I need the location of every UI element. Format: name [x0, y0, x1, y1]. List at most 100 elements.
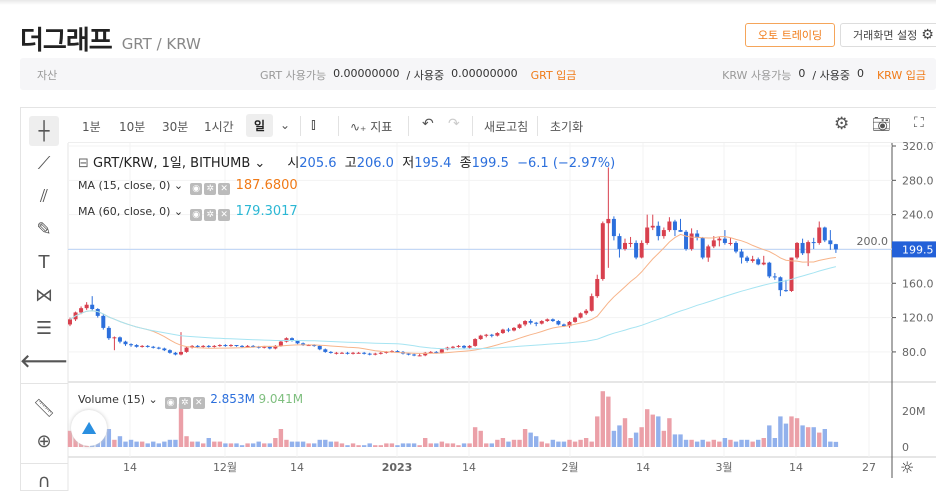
last-price-label: 199.5 — [902, 243, 934, 256]
refresh-button[interactable]: 새로고침 — [484, 120, 529, 134]
volume-bar — [744, 439, 750, 447]
candle-body — [412, 354, 417, 356]
volume-bar — [633, 432, 639, 447]
settings-icon[interactable]: ✲ — [204, 209, 217, 221]
trend-line-icon[interactable]: ⟋ — [37, 152, 51, 174]
interval-1h[interactable]: 1시간 — [204, 120, 234, 134]
zoom-in-icon[interactable]: ⊕ — [36, 430, 52, 452]
magnet-icon[interactable]: ∩ — [37, 470, 51, 492]
settings-icon[interactable]: ✲ — [204, 183, 217, 195]
volume-bar — [467, 443, 472, 447]
candle-body — [351, 352, 356, 354]
volume-bar — [617, 425, 622, 447]
krw-deposit-link[interactable]: KRW 입금 — [876, 69, 926, 82]
close-icon[interactable]: ✕ — [218, 183, 231, 195]
volume-label[interactable]: Volume (15) — [78, 393, 145, 406]
candle-body — [573, 317, 578, 322]
close-icon[interactable]: ✕ — [218, 209, 231, 221]
volume-bar — [733, 441, 739, 447]
volume-bar — [711, 439, 716, 447]
time-tick-label: 2월 — [561, 461, 578, 474]
volume-bar — [606, 396, 611, 447]
volume-bar — [789, 416, 794, 447]
settings-gear-icon[interactable]: ⚙ — [834, 114, 850, 134]
fib-icon[interactable]: ⫽ — [39, 185, 49, 207]
ma60-label[interactable]: MA (60, close, 0) — [78, 205, 171, 218]
undo-icon[interactable]: ↶ — [422, 116, 434, 132]
candle-body — [339, 352, 344, 354]
crosshair-icon[interactable]: ┼ — [29, 116, 59, 146]
volume-bar — [556, 441, 561, 447]
settings-icon[interactable]: ✲ — [178, 397, 191, 409]
candle-body — [684, 231, 689, 249]
volume-bar — [539, 441, 544, 447]
volume-bar — [583, 438, 589, 447]
symbol-label[interactable]: GRT/KRW, 1일, BITHUMB — [93, 156, 251, 171]
interval-1m[interactable]: 1분 — [82, 120, 101, 134]
candle-body — [556, 321, 561, 325]
reset-button[interactable]: 초기화 — [550, 120, 584, 134]
volume-bar — [756, 439, 761, 447]
candle-type-icon[interactable]: ⫾ — [311, 115, 316, 133]
candle-body — [534, 322, 539, 324]
brush-icon[interactable]: ✎ — [36, 218, 52, 240]
divider — [472, 116, 473, 136]
candle-body — [129, 344, 134, 346]
candle-body — [561, 324, 566, 327]
interval-30m[interactable]: 30분 — [162, 120, 189, 134]
candle-body — [68, 319, 72, 325]
screen-settings-button[interactable]: 거래화면 설정 ⚙ — [840, 23, 936, 47]
price-tick-label: 200.0 — [857, 235, 889, 248]
interval-dropdown-chevron-icon[interactable]: ⌄ — [280, 118, 291, 132]
volume-bar — [378, 445, 383, 447]
auto-trading-button[interactable]: 오토 트레이딩 — [745, 23, 835, 47]
eye-icon[interactable]: ◉ — [190, 209, 203, 221]
volume-bar — [761, 438, 766, 447]
grt-in-use-label: / 사용중 — [406, 69, 445, 82]
candle-body — [667, 221, 672, 231]
candle-body — [273, 345, 278, 349]
collapse-icon[interactable]: ⊟ — [78, 156, 94, 171]
text-icon[interactable]: T — [38, 251, 50, 273]
volume-bar — [112, 439, 117, 447]
candle-body — [217, 345, 222, 347]
pattern-icon[interactable]: ⋈ — [35, 284, 53, 306]
ruler-icon[interactable]: 📏︎ — [32, 397, 56, 419]
interval-10m[interactable]: 10분 — [119, 120, 146, 134]
grt-asset-group: GRT 사용가능 0.00000000 / 사용중 0.00000000 GRT… — [260, 67, 576, 83]
candle-body — [467, 345, 472, 348]
indicators-button[interactable]: ∿₊ 지표 — [350, 118, 392, 135]
volume-bar — [334, 441, 339, 447]
volume-bar — [822, 429, 827, 447]
volume-bar — [312, 443, 317, 447]
candle-body — [806, 242, 811, 254]
chevron-down-icon[interactable]: ⌄ — [250, 156, 266, 171]
volume-bar — [461, 443, 467, 447]
candle-body — [251, 345, 256, 347]
back-arrow-icon[interactable]: 🡐 — [19, 350, 69, 372]
grt-deposit-link[interactable]: GRT 입금 — [530, 69, 577, 82]
candle-body — [162, 348, 167, 351]
redo-icon[interactable]: ↷ — [448, 116, 460, 132]
volume-bar — [323, 439, 328, 447]
eye-icon[interactable]: ◉ — [164, 397, 177, 409]
volume-bar — [212, 441, 217, 447]
interval-day[interactable]: 일 — [246, 114, 274, 137]
ma15-label[interactable]: MA (15, close, 0) — [78, 179, 171, 192]
candle-body — [123, 341, 128, 345]
close-icon[interactable]: ✕ — [192, 397, 205, 409]
measure-lines-icon[interactable]: ☰ — [35, 317, 53, 339]
candle-body — [256, 346, 261, 348]
eye-icon[interactable]: ◉ — [190, 183, 203, 195]
camera-icon[interactable]: 📷︎ — [872, 115, 892, 133]
candle-body — [134, 345, 139, 347]
volume-bar — [772, 438, 778, 447]
volume-bar — [445, 443, 450, 447]
divider — [408, 116, 409, 136]
candle-body — [672, 221, 677, 231]
candle-body — [151, 346, 156, 348]
time-axis-settings-icon[interactable]: ☼ — [900, 458, 915, 477]
fullscreen-icon[interactable]: ⛶ — [914, 115, 924, 131]
tradingview-logo-icon[interactable]: ⛰ — [71, 410, 107, 446]
